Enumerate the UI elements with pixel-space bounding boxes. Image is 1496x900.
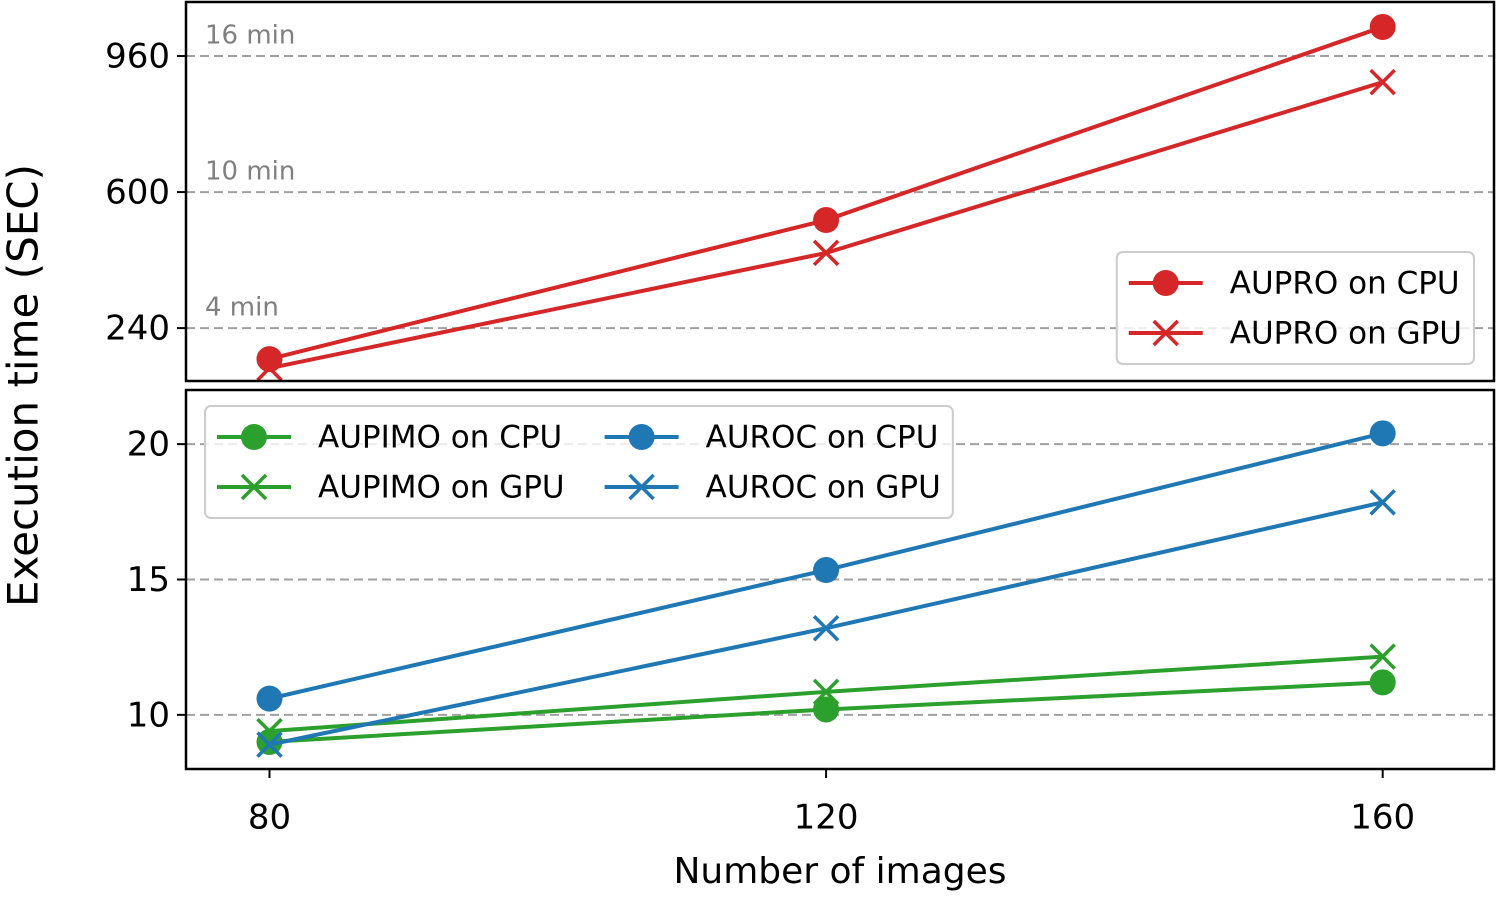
marker	[812, 614, 840, 642]
legend-label: AUROC on GPU	[706, 470, 941, 506]
y-tick-label: 20	[127, 425, 170, 465]
y-tick-label: 240	[105, 309, 170, 349]
marker	[813, 207, 840, 234]
marker	[812, 678, 840, 706]
legend-label: AUPRO on CPU	[1230, 266, 1460, 302]
y-tick-label: 960	[105, 37, 170, 77]
y-tick-label: 600	[105, 173, 170, 213]
marker	[1369, 669, 1396, 696]
legend-label: AUPIMO on CPU	[318, 420, 562, 456]
marker	[1369, 13, 1396, 40]
tick-note: 10 min	[205, 157, 295, 187]
axes-frame	[184, 388, 1496, 771]
marker	[812, 239, 840, 267]
marker	[813, 557, 840, 584]
axes-frame	[184, 0, 1496, 383]
x-tick-label: 80	[248, 798, 291, 838]
y-tick-label: 15	[127, 560, 170, 600]
legend-box	[1115, 251, 1475, 365]
marker	[1369, 643, 1396, 670]
x-axis-label: Number of images	[673, 851, 1006, 892]
marker	[813, 696, 840, 723]
y-axis-label: Execution time (SEC)	[0, 164, 48, 607]
marker	[1369, 420, 1396, 447]
legend-marker	[241, 424, 267, 450]
marker	[256, 685, 283, 712]
legend: AUPIMO on CPU AUPIMO on GPU AUROC on CPU AU…	[204, 405, 954, 519]
marker	[1369, 489, 1396, 516]
tick-note: 4 min	[205, 293, 279, 323]
tick-note: 16 min	[205, 21, 295, 51]
legend-label: AUPIMO on GPU	[318, 470, 565, 506]
marker	[256, 354, 283, 382]
marker	[1369, 68, 1396, 96]
legend: AUPRO on CPU AUPRO on GPU	[1115, 251, 1475, 365]
legend-label: AUPRO on GPU	[1230, 316, 1462, 352]
x-tick-label: 120	[794, 798, 859, 838]
marker	[256, 731, 283, 758]
legend-marker	[1152, 270, 1179, 296]
legend-marker	[628, 424, 655, 450]
y-tick-label: 10	[127, 695, 170, 735]
x-tick-label: 160	[1350, 798, 1415, 838]
legend-marker	[1152, 319, 1179, 347]
legend-box	[204, 405, 954, 519]
legend-label: AUROC on CPU	[706, 420, 939, 456]
legend-marker	[628, 473, 655, 501]
legend-marker	[240, 473, 268, 501]
